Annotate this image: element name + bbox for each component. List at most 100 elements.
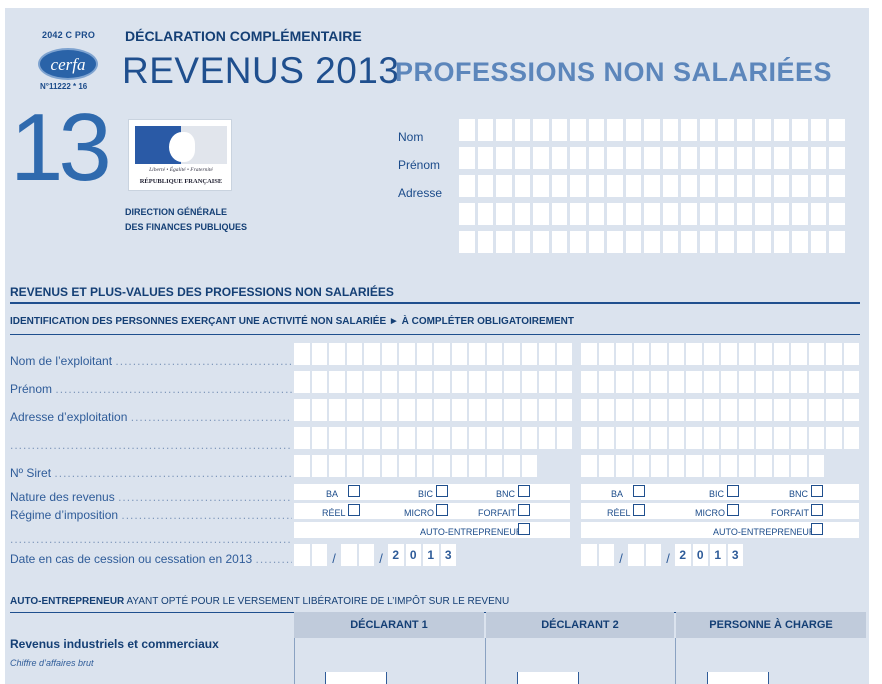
char-cell[interactable]	[329, 399, 345, 421]
char-cell[interactable]	[633, 455, 649, 477]
char-cell[interactable]	[721, 343, 737, 365]
char-cell[interactable]	[486, 455, 502, 477]
char-cell[interactable]	[773, 343, 789, 365]
char-cell[interactable]	[792, 175, 808, 197]
char-cell[interactable]	[381, 371, 397, 393]
char-cell[interactable]	[808, 455, 824, 477]
char-cell[interactable]	[570, 203, 586, 225]
char-cell[interactable]	[829, 147, 845, 169]
declarant1-nom-input[interactable]	[294, 343, 572, 365]
adresse-input-1[interactable]	[459, 175, 845, 197]
char-cell[interactable]	[644, 147, 660, 169]
char-cell[interactable]	[738, 427, 754, 449]
char-cell[interactable]	[625, 175, 641, 197]
char-cell[interactable]	[625, 203, 641, 225]
date-month-2[interactable]	[645, 544, 661, 566]
char-cell[interactable]	[469, 343, 485, 365]
char-cell[interactable]	[311, 455, 327, 477]
char-cell[interactable]	[451, 371, 467, 393]
char-cell[interactable]	[791, 455, 807, 477]
declarant1-adresse-input-1[interactable]	[294, 399, 572, 421]
char-cell[interactable]	[416, 399, 432, 421]
char-cell[interactable]	[581, 455, 597, 477]
char-cell[interactable]	[469, 371, 485, 393]
char-cell[interactable]	[738, 371, 754, 393]
nom-input[interactable]	[459, 119, 845, 141]
char-cell[interactable]	[294, 343, 310, 365]
char-cell[interactable]	[607, 203, 623, 225]
char-cell[interactable]	[486, 399, 502, 421]
date-day-1[interactable]	[294, 544, 310, 566]
char-cell[interactable]	[588, 175, 604, 197]
char-cell[interactable]	[662, 119, 678, 141]
char-cell[interactable]	[686, 343, 702, 365]
char-cell[interactable]	[459, 203, 475, 225]
char-cell[interactable]	[469, 427, 485, 449]
char-cell[interactable]	[773, 399, 789, 421]
char-cell[interactable]	[381, 399, 397, 421]
char-cell[interactable]	[718, 147, 734, 169]
personne-charge-ca-input[interactable]	[707, 672, 769, 684]
declarant1-ca-input[interactable]	[325, 672, 387, 684]
char-cell[interactable]	[773, 231, 789, 253]
char-cell[interactable]	[311, 343, 327, 365]
char-cell[interactable]	[808, 371, 824, 393]
char-cell[interactable]	[756, 427, 772, 449]
char-cell[interactable]	[364, 427, 380, 449]
char-cell[interactable]	[329, 455, 345, 477]
char-cell[interactable]	[329, 427, 345, 449]
char-cell[interactable]	[810, 119, 826, 141]
declarant2-micro-checkbox[interactable]	[727, 504, 739, 516]
char-cell[interactable]	[773, 371, 789, 393]
char-cell[interactable]	[718, 119, 734, 141]
char-cell[interactable]	[808, 399, 824, 421]
char-cell[interactable]	[681, 231, 697, 253]
char-cell[interactable]	[533, 175, 549, 197]
char-cell[interactable]	[598, 343, 614, 365]
char-cell[interactable]	[616, 371, 632, 393]
char-cell[interactable]	[829, 175, 845, 197]
char-cell[interactable]	[681, 147, 697, 169]
char-cell[interactable]	[686, 455, 702, 477]
declarant2-ca-input[interactable]	[517, 672, 579, 684]
char-cell[interactable]	[703, 343, 719, 365]
char-cell[interactable]	[625, 231, 641, 253]
char-cell[interactable]	[644, 231, 660, 253]
char-cell[interactable]	[616, 427, 632, 449]
char-cell[interactable]	[533, 147, 549, 169]
char-cell[interactable]	[486, 371, 502, 393]
char-cell[interactable]	[721, 371, 737, 393]
char-cell[interactable]	[651, 455, 667, 477]
char-cell[interactable]	[668, 399, 684, 421]
declarant2-ba-checkbox[interactable]	[633, 485, 645, 497]
char-cell[interactable]	[434, 455, 450, 477]
char-cell[interactable]	[738, 455, 754, 477]
char-cell[interactable]	[504, 343, 520, 365]
char-cell[interactable]	[486, 427, 502, 449]
char-cell[interactable]	[791, 371, 807, 393]
char-cell[interactable]	[662, 203, 678, 225]
char-cell[interactable]	[686, 371, 702, 393]
adresse-input-2[interactable]	[459, 203, 845, 225]
char-cell[interactable]	[581, 399, 597, 421]
char-cell[interactable]	[598, 455, 614, 477]
char-cell[interactable]	[521, 371, 537, 393]
char-cell[interactable]	[551, 119, 567, 141]
char-cell[interactable]	[556, 399, 572, 421]
date-day-2[interactable]	[598, 544, 614, 566]
declarant2-forfait-checkbox[interactable]	[811, 504, 823, 516]
declarant2-adresse-input-1[interactable]	[581, 399, 859, 421]
char-cell[interactable]	[829, 203, 845, 225]
declarant1-bnc-checkbox[interactable]	[518, 485, 530, 497]
char-cell[interactable]	[662, 175, 678, 197]
char-cell[interactable]	[681, 119, 697, 141]
char-cell[interactable]	[736, 147, 752, 169]
char-cell[interactable]	[607, 175, 623, 197]
char-cell[interactable]	[346, 427, 362, 449]
char-cell[interactable]	[633, 371, 649, 393]
char-cell[interactable]	[496, 175, 512, 197]
char-cell[interactable]	[738, 399, 754, 421]
char-cell[interactable]	[755, 203, 771, 225]
char-cell[interactable]	[699, 147, 715, 169]
char-cell[interactable]	[686, 427, 702, 449]
